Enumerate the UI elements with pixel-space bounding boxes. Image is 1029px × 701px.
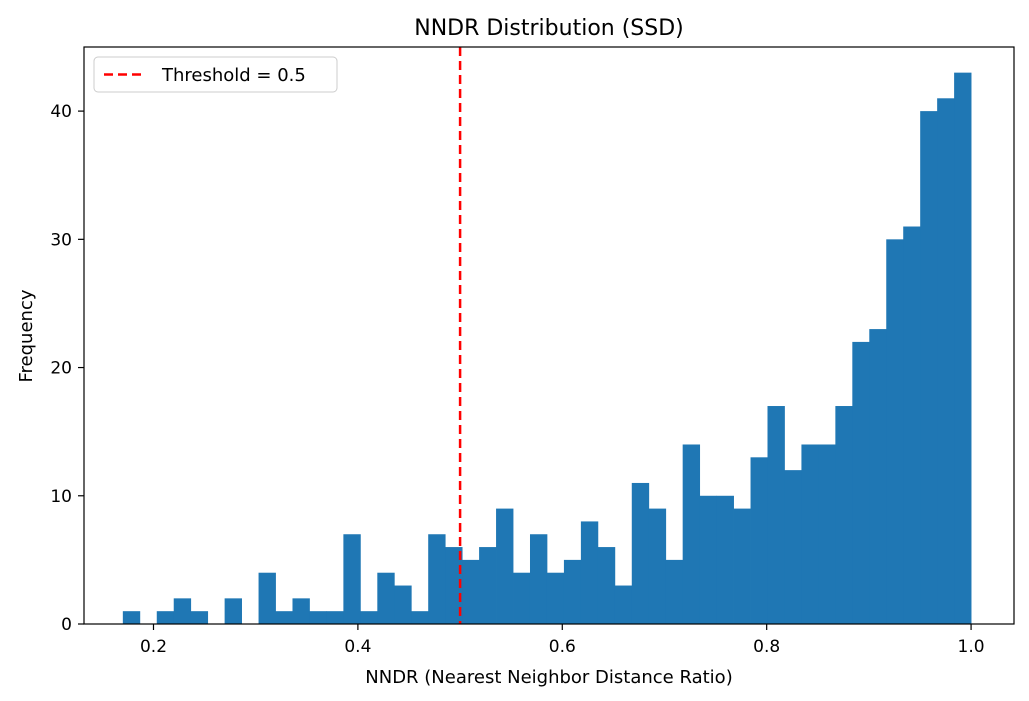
y-tick-label: 0 <box>61 615 72 635</box>
histogram-bar <box>614 585 633 624</box>
histogram-bar <box>275 611 293 624</box>
legend-box <box>93 56 338 93</box>
x-axis-label: NNDR (Nearest Neighbor Distance Ratio) <box>365 667 732 688</box>
histogram-bar <box>479 547 497 624</box>
histogram-bar <box>563 559 582 624</box>
x-axis-ticks: 0.2 0.4 0.6 0.8 1.0 <box>140 624 985 657</box>
histogram-bar <box>767 406 785 624</box>
histogram-bar <box>665 559 684 624</box>
histogram-bar <box>886 239 904 625</box>
histogram-bar <box>699 495 718 624</box>
histogram-bar <box>631 482 650 624</box>
y-axis-label: Frequency <box>16 289 37 382</box>
histogram-bar <box>411 611 429 624</box>
y-tick-label: 10 <box>50 487 72 507</box>
histogram-bar <box>750 457 768 624</box>
histogram-bar <box>580 521 599 624</box>
histogram-bar <box>258 572 276 624</box>
histogram-bar <box>377 572 395 624</box>
legend: Threshold = 0.5 <box>93 56 338 93</box>
histogram-bar <box>326 611 344 624</box>
histogram-bar <box>190 611 209 624</box>
histogram-bar <box>546 572 565 624</box>
x-tick-label: 0.8 <box>753 637 780 657</box>
histogram-bar <box>343 534 361 624</box>
y-tick-label: 20 <box>50 359 72 379</box>
histogram-bar <box>173 598 192 624</box>
histogram-bar <box>920 111 938 625</box>
histogram-bar <box>784 470 802 624</box>
histogram-bar <box>818 444 836 624</box>
histogram-bar <box>445 547 463 624</box>
legend-threshold-label: Threshold = 0.5 <box>161 65 306 86</box>
histogram-bar <box>954 72 972 624</box>
histogram-bar <box>513 572 531 624</box>
histogram-bar <box>292 598 310 624</box>
histogram-bar <box>716 495 734 624</box>
histogram-bar <box>156 611 175 624</box>
histogram-bar <box>682 444 701 624</box>
histogram-bar <box>903 226 921 624</box>
y-tick-label: 40 <box>50 102 72 122</box>
histogram-bar <box>852 341 870 624</box>
histogram-bar <box>122 611 141 624</box>
histogram-bar <box>733 508 751 624</box>
x-tick-label: 0.4 <box>344 637 371 657</box>
histogram-bar <box>529 534 548 624</box>
histogram-bar <box>869 329 887 624</box>
chart-title: NNDR Distribution (SSD) <box>414 16 684 41</box>
histogram-bar <box>224 598 242 624</box>
histogram-bar <box>360 611 378 624</box>
histogram-bar <box>937 98 955 625</box>
histogram-bar <box>462 559 480 624</box>
histogram-bar <box>648 508 667 624</box>
y-axis-ticks: 0 10 20 30 40 <box>50 102 84 635</box>
histogram-bar <box>496 508 514 624</box>
x-tick-label: 0.6 <box>549 637 576 657</box>
histogram-bar <box>597 547 616 624</box>
x-tick-label: 0.2 <box>140 637 167 657</box>
histogram-bar <box>835 406 853 624</box>
y-tick-label: 30 <box>50 230 72 250</box>
histogram-bar <box>394 585 412 624</box>
x-tick-label: 1.0 <box>958 637 985 657</box>
histogram-bar <box>428 534 446 624</box>
plot-frame <box>83 46 1015 625</box>
histogram-bars <box>122 72 972 625</box>
histogram-bar <box>309 611 327 624</box>
histogram-bar <box>801 444 819 624</box>
